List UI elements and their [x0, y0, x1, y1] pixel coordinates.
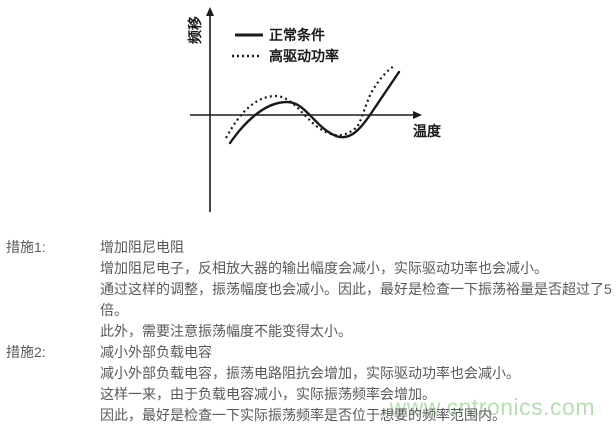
measure-2: 措施2: 减小外部负载电容 减小外部负载电容，振荡电路阻抗会增加，实际驱动功率也… — [6, 342, 612, 424]
measure-1-label: 措施1: — [6, 239, 46, 255]
measures-text-block: 措施1: 增加阻尼电阻 增加阻尼电子，反相放大器的输出幅度会减小，实际驱动功率也… — [6, 237, 612, 424]
measure-1: 措施1: 增加阻尼电阻 增加阻尼电子，反相放大器的输出幅度会减小，实际驱动功率也… — [6, 237, 612, 342]
measure-2-line: 减小外部负载电容，振荡电路阻抗会增加，实际驱动功率也会减小。 — [100, 365, 520, 381]
legend-label-high-drive-power: 高驱动功率 — [269, 48, 339, 64]
measure-2-line: 因此，最好是检查一下实际振荡频率是否位于想要的频率范围内。 — [100, 407, 506, 423]
measure-1-line: 此外，需要注意振荡幅度不能变得太小。 — [100, 323, 352, 339]
measure-1-line: 增加阻尼电子，反相放大器的输出幅度会减小，实际驱动功率也会减小。 — [100, 260, 548, 276]
site-watermark: www.cntronics.com — [389, 394, 595, 420]
x-axis-label: 温度 — [413, 123, 442, 139]
curve-normal-condition — [228, 70, 401, 145]
y-axis-arrow-icon — [206, 7, 214, 16]
measure-2-content: 减小外部负载电容 减小外部负载电容，振荡电路阻抗会增加，实际驱动功率也会减小。 … — [100, 342, 612, 424]
frequency-temperature-figure: 正常条件 高驱动功率 频移 温度 — [180, 0, 470, 228]
figure-canvas: 正常条件 高驱动功率 频移 温度 — [187, 7, 442, 212]
measure-1-content: 增加阻尼电阻 增加阻尼电子，反相放大器的输出幅度会减小，实际驱动功率也会减小。 … — [100, 237, 612, 342]
measure-1-line: 倍。 — [100, 302, 128, 318]
measure-2-line: 减小外部负载电容 — [100, 344, 212, 360]
measure-1-line: 通过这样的调整，振荡幅度也会减小。因此，最好是检查一下振荡裕量是否超过了5 — [100, 281, 612, 297]
x-axis-arrow-icon — [413, 111, 422, 119]
measure-1-line: 增加阻尼电阻 — [100, 239, 184, 255]
curve-high-drive-power — [225, 65, 395, 139]
y-axis-label: 频移 — [187, 16, 203, 44]
measure-2-label: 措施2: — [6, 344, 46, 360]
legend-label-normal-condition: 正常条件 — [269, 27, 325, 43]
measure-2-line: 这样一来，由于负载电容减小，实际振荡频率会增加。 — [100, 386, 436, 402]
